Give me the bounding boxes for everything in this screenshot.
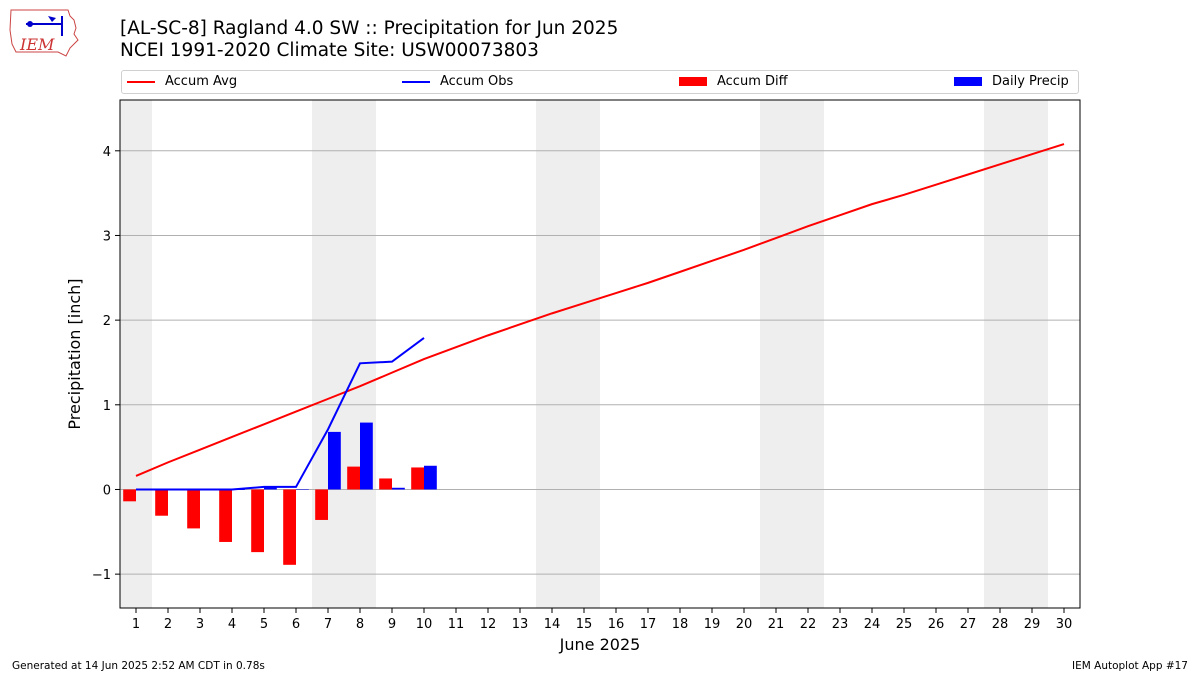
daily-precip-bar [296, 489, 309, 490]
x-tick-label: 19 [704, 617, 721, 632]
x-tick-label: 20 [736, 617, 753, 632]
x-tick-label: 24 [864, 617, 881, 632]
y-tick-label: 0 [103, 483, 111, 498]
accum-diff-bar [411, 467, 424, 490]
legend-item-daily-precip: Daily Precip [954, 74, 1069, 89]
x-tick-label: 26 [928, 617, 945, 632]
weekend-shading [760, 100, 824, 608]
x-tick-label: 14 [544, 617, 561, 632]
iem-logo: IEM [8, 6, 80, 60]
daily-precip-bar [328, 431, 341, 490]
x-axis-label: June 2025 [559, 635, 641, 654]
legend-swatch [402, 80, 430, 83]
y-tick-label: −1 [92, 568, 111, 583]
x-tick-label: 11 [448, 617, 465, 632]
x-tick-label: 22 [800, 617, 817, 632]
title-line-2: NCEI 1991-2020 Climate Site: USW00073803 [120, 40, 539, 61]
accum-diff-bar [379, 478, 392, 490]
x-tick-label: 21 [768, 617, 785, 632]
x-tick-label: 10 [416, 617, 433, 632]
y-tick-label: 3 [103, 229, 111, 244]
x-tick-label: 28 [992, 617, 1009, 632]
accum-obs-line [136, 337, 425, 491]
legend-item-accum-avg: Accum Avg [127, 74, 237, 89]
x-tick-label: 16 [608, 617, 625, 632]
legend-item-accum-obs: Accum Obs [402, 74, 513, 89]
daily-precip-bar [360, 422, 373, 490]
accum-avg-line [135, 143, 1065, 477]
x-tick-label: 2 [164, 617, 172, 632]
accum-diff-bar [347, 466, 360, 490]
x-tick-label: 1 [132, 617, 140, 632]
weekend-shading [984, 100, 1048, 608]
plot-frame [119, 99, 1081, 609]
y-tick-label: 1 [103, 399, 111, 414]
daily-precip-bar [424, 465, 437, 490]
footer-app: IEM Autoplot App #17 [1072, 660, 1188, 672]
x-tick-label: 12 [480, 617, 497, 632]
accum-diff-bar [155, 489, 168, 516]
title-line-1: [AL-SC-8] Ragland 4.0 SW :: Precipitatio… [120, 18, 619, 39]
accum-diff-bar [315, 489, 328, 520]
legend-label: Accum Diff [717, 74, 788, 89]
legend-swatch [127, 80, 155, 83]
legend-label: Daily Precip [992, 74, 1069, 89]
weekend-shading [120, 100, 152, 608]
x-tick-label: 23 [832, 617, 849, 632]
x-tick-label: 15 [576, 617, 593, 632]
legend-label: Accum Obs [440, 74, 514, 89]
legend-swatch [679, 77, 707, 86]
legend-item-accum-diff: Accum Diff [679, 74, 788, 89]
x-tick-label: 27 [960, 617, 977, 632]
svg-text:IEM: IEM [19, 35, 55, 54]
weekend-shading [312, 100, 376, 608]
x-tick-label: 18 [672, 617, 689, 632]
x-tick-label: 9 [388, 617, 396, 632]
x-tick-label: 30 [1056, 617, 1073, 632]
x-tick-label: 29 [1024, 617, 1041, 632]
x-tick-label: 7 [324, 617, 332, 632]
y-tick-label: 2 [103, 314, 111, 329]
accum-diff-bar [219, 489, 232, 542]
x-tick-label: 5 [260, 617, 268, 632]
x-tick-label: 25 [896, 617, 913, 632]
x-tick-label: 3 [196, 617, 204, 632]
weekend-shading [536, 100, 600, 608]
chart-title: [AL-SC-8] Ragland 4.0 SW :: Precipitatio… [120, 18, 618, 62]
x-tick-label: 4 [228, 617, 236, 632]
legend-label: Accum Avg [165, 74, 238, 89]
accum-diff-bar [251, 489, 264, 553]
daily-precip-bar [392, 487, 405, 490]
legend-swatch [954, 77, 982, 86]
x-tick-label: 8 [356, 617, 364, 632]
daily-precip-bar [264, 486, 277, 490]
chart-legend: Accum Avg Accum Obs Accum Diff Daily Pre… [121, 70, 1079, 94]
x-tick-label: 13 [512, 617, 529, 632]
footer-generated: Generated at 14 Jun 2025 2:52 AM CDT in … [12, 660, 265, 672]
accum-diff-bar [123, 489, 136, 502]
accum-diff-bar [187, 489, 200, 529]
y-tick-label: 4 [103, 145, 111, 160]
y-axis-label: Precipitation [inch] [65, 278, 84, 429]
x-tick-label: 17 [640, 617, 657, 632]
x-tick-label: 6 [292, 617, 300, 632]
accum-diff-bar [283, 489, 296, 565]
